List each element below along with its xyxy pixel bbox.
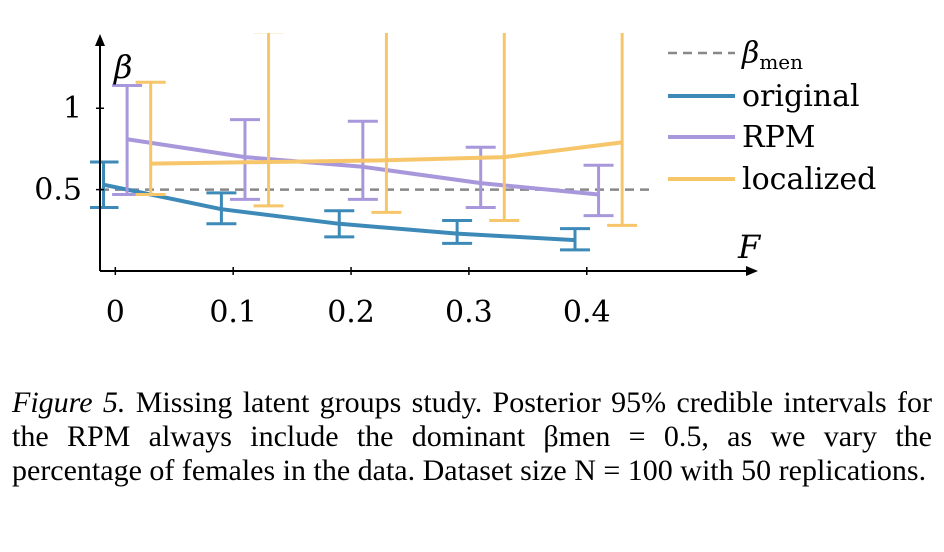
error-bar-original — [324, 209, 355, 239]
figure-caption: Figure 5. Missing latent groups study. P… — [12, 386, 932, 488]
error-bar-localized — [607, 33, 638, 227]
legend-label-rpm: RPM — [742, 120, 816, 155]
chart: β F 0 0.1 0.2 0.3 0.4 0.5 1 βmen original RPM loca… — [34, 33, 876, 330]
error-bar-original — [90, 160, 119, 210]
error-bar-localized — [253, 33, 284, 208]
x-tick-label: 0 — [106, 295, 125, 330]
error-bar-localized — [135, 80, 166, 197]
error-bar-localized — [489, 33, 520, 223]
error-bar-rpm — [583, 163, 614, 218]
legend-label-original: original — [742, 79, 860, 114]
legend-label-beta-men: βmen — [741, 36, 803, 74]
x-tick-label: 0.2 — [327, 295, 375, 330]
y-axis-arrow — [95, 34, 105, 46]
y-tick-label: 1 — [63, 91, 82, 126]
x-tick-label: 0.4 — [563, 295, 611, 330]
error-bar-rpm — [229, 118, 260, 201]
error-bar-original — [206, 191, 237, 226]
caption-label: Figure 5. — [12, 386, 126, 419]
y-axis-label: β — [113, 48, 133, 86]
x-tick-label: 0.3 — [445, 295, 493, 330]
y-tick-label: 0.5 — [34, 173, 82, 208]
x-axis-label: F — [737, 228, 762, 266]
caption-text: Missing latent groups study. Posterior 9… — [12, 386, 932, 487]
legend-label-localized: localized — [742, 162, 876, 197]
x-tick-label: 0.1 — [209, 295, 257, 330]
x-axis-arrow — [746, 266, 758, 276]
error-bar-localized — [371, 33, 402, 214]
error-bar-original — [442, 219, 473, 245]
error-bar-original — [559, 227, 590, 252]
